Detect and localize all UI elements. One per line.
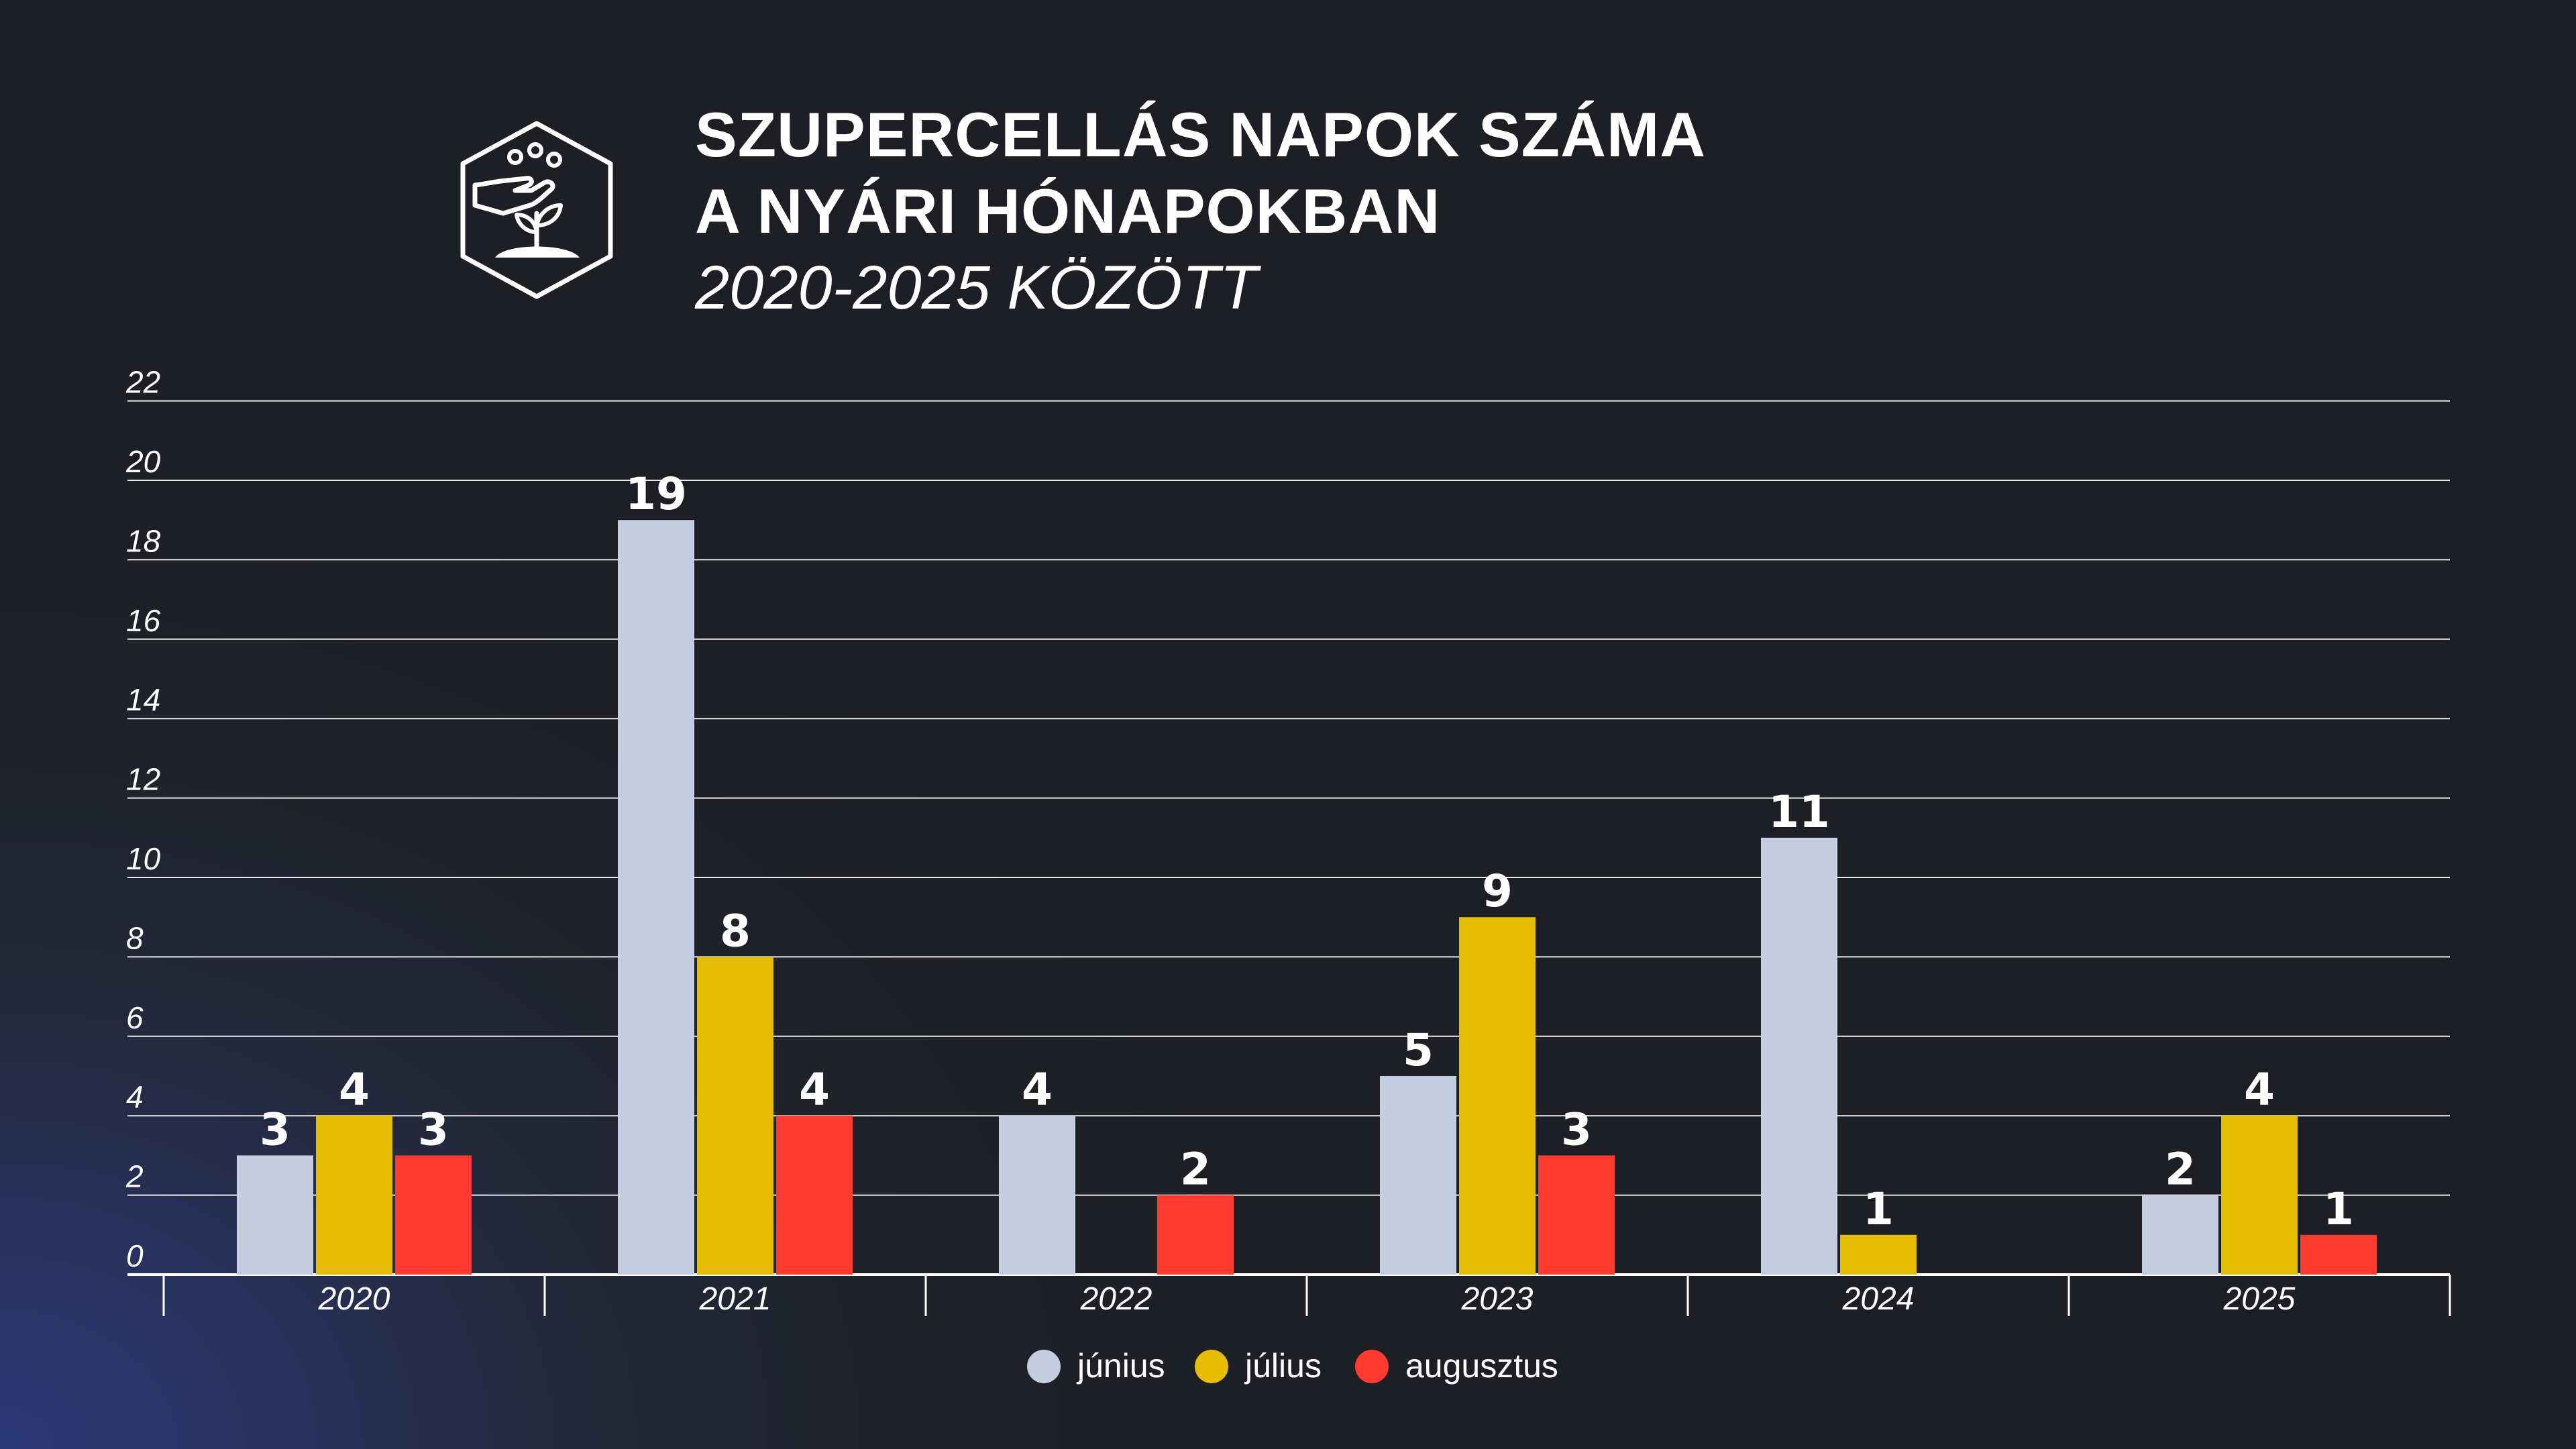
legend-marker <box>1027 1350 1061 1383</box>
y-tick-label: 18 <box>126 523 161 558</box>
y-tick-label: 22 <box>125 365 160 400</box>
y-tick-label: 0 <box>126 1238 144 1273</box>
y-tick-label: 14 <box>126 682 160 717</box>
x-tick-label: 2025 <box>2223 1281 2296 1317</box>
y-tick-label: 6 <box>126 1000 144 1035</box>
bar <box>618 520 694 1275</box>
y-tick-label: 16 <box>126 603 161 638</box>
y-tick-label: 4 <box>126 1079 144 1114</box>
bar <box>2142 1195 2218 1275</box>
data-label: 19 <box>625 468 687 520</box>
chart-title-line2: A NYÁRI HÓNAPOKBAN <box>695 176 1441 246</box>
data-label: 4 <box>799 1064 830 1116</box>
x-tick-label: 2020 <box>318 1281 390 1317</box>
x-tick-label: 2021 <box>699 1281 771 1317</box>
x-tick-label: 2022 <box>1080 1281 1152 1317</box>
chart-subtitle: 2020-2025 KÖZÖTT <box>695 254 1258 322</box>
legend-label: augusztus <box>1405 1347 1558 1385</box>
legend-marker <box>1355 1350 1389 1383</box>
hand-seedling-hexagon-icon <box>460 121 613 299</box>
data-label: 11 <box>1768 786 1830 838</box>
y-tick-label: 8 <box>126 920 144 955</box>
data-label: 8 <box>720 905 751 957</box>
data-label: 4 <box>1022 1064 1053 1116</box>
bar <box>1840 1234 1917 1275</box>
bar <box>1380 1076 1456 1275</box>
y-tick-label: 10 <box>126 841 161 876</box>
legend-marker <box>1195 1350 1228 1383</box>
data-label: 3 <box>1561 1104 1592 1155</box>
bar <box>1459 917 1536 1275</box>
bar <box>1761 837 1837 1275</box>
data-label: 4 <box>2244 1064 2275 1116</box>
data-label: 2 <box>1180 1144 1211 1195</box>
x-tick-label: 2023 <box>1461 1281 1534 1317</box>
data-label: 3 <box>260 1104 290 1155</box>
bar <box>395 1155 472 1275</box>
bar <box>237 1155 313 1275</box>
bar <box>2221 1116 2298 1275</box>
y-tick-label: 20 <box>125 444 161 479</box>
bar <box>2300 1234 2377 1275</box>
legend-label: június <box>1076 1347 1165 1385</box>
data-label: 2 <box>2165 1144 2196 1195</box>
data-label: 3 <box>418 1104 449 1155</box>
data-label: 5 <box>1403 1024 1434 1076</box>
x-tick-label: 2024 <box>1842 1281 1915 1317</box>
bar <box>316 1116 392 1275</box>
bar <box>1157 1195 1234 1275</box>
bar <box>1538 1155 1615 1275</box>
data-label: 9 <box>1482 865 1513 917</box>
legend-label: július <box>1244 1347 1322 1385</box>
data-label: 1 <box>2323 1183 2354 1235</box>
y-tick-label: 2 <box>125 1159 144 1194</box>
bar <box>776 1116 853 1275</box>
chart-title-line1: SZUPERCELLÁS NAPOK SZÁMA <box>695 99 1707 170</box>
bar <box>697 957 773 1275</box>
data-label: 4 <box>339 1064 370 1116</box>
y-tick-label: 12 <box>126 762 160 797</box>
data-label: 1 <box>1863 1183 1894 1235</box>
bar <box>999 1116 1075 1275</box>
